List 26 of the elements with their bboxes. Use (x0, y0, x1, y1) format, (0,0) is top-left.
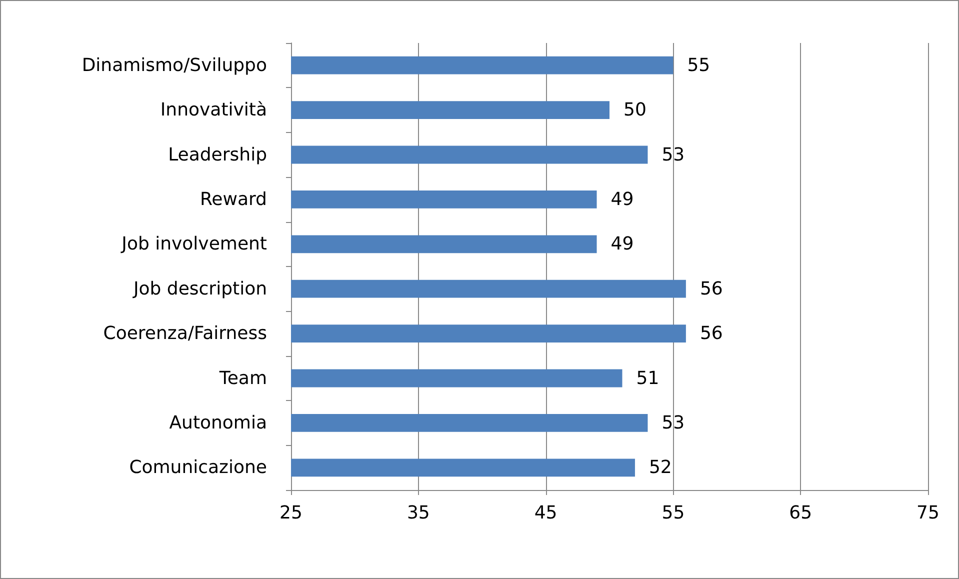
data-label: 56 (700, 278, 723, 300)
x-tick-label: 65 (789, 502, 812, 524)
y-tick-label: Innovatività (160, 100, 267, 121)
x-tick-label: 55 (662, 502, 685, 524)
data-label: 49 (610, 234, 634, 255)
data-label: 49 (610, 188, 634, 210)
data-label: 51 (636, 368, 660, 389)
data-label: 52 (648, 457, 672, 478)
x-tick-label: 45 (534, 502, 558, 524)
x-tick-label: 25 (280, 502, 302, 524)
y-tick-label: Leadership (168, 144, 267, 166)
x-tick-label: 75 (916, 502, 940, 524)
y-tick-label: Dinamismo/Sviluppo (82, 54, 267, 76)
data-label: 56 (700, 323, 723, 344)
y-tick-label: Reward (200, 188, 267, 210)
y-tick-label: Team (218, 368, 267, 389)
y-tick-label: Comunicazione (129, 457, 267, 478)
y-tick-label: Job description (132, 278, 267, 300)
y-tick-label: Autonomia (169, 412, 267, 434)
x-tick-label: 35 (406, 502, 430, 524)
data-label: 55 (687, 54, 710, 76)
data-label: 53 (662, 412, 685, 434)
y-tick-label: Job involvement (120, 234, 267, 255)
data-label: 53 (662, 144, 685, 166)
y-tick-label: Coerenza/Fairness (103, 323, 267, 344)
data-label: 50 (624, 100, 646, 121)
